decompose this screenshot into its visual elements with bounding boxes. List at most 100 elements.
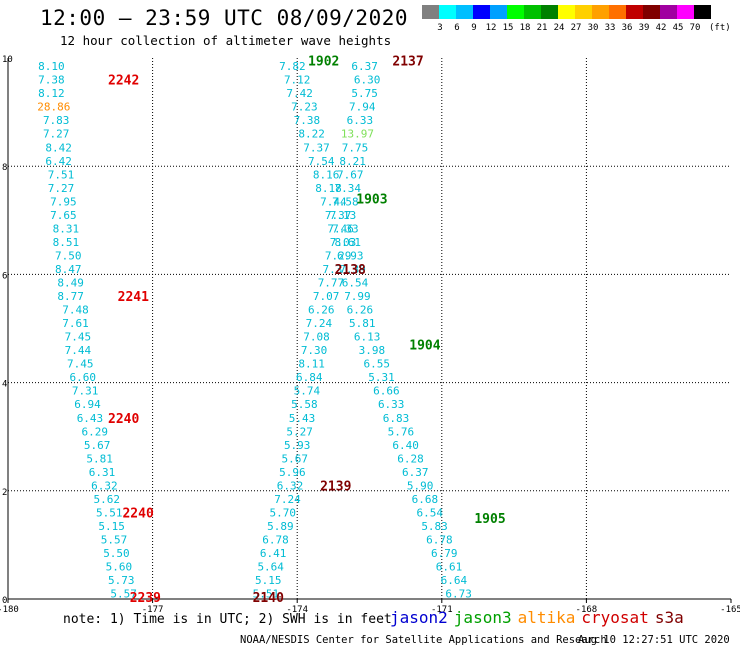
wave-height-value: 7.03 — [330, 236, 357, 249]
x-tick-label: -171 — [431, 605, 453, 615]
y-tick-label: 10 — [2, 55, 13, 65]
wave-height-value: 7.34 — [335, 182, 362, 195]
wave-height-value: 6.60 — [69, 371, 96, 384]
wave-height-value: 6.84 — [296, 371, 323, 384]
axis-ticks: 0 2 4 6 8 10 -180 -177 -174 -171 -168 -165 — [0, 55, 740, 615]
wave-height-value: 7.95 — [50, 195, 77, 208]
colorbar-swatch — [626, 5, 643, 19]
wave-height-value: 7.33 — [332, 222, 359, 235]
y-tick-label: 6 — [2, 271, 7, 281]
colorbar-swatch — [507, 5, 524, 19]
wave-height-value: 7.24 — [274, 493, 301, 506]
wave-height-value: 7.42 — [286, 87, 313, 100]
legend-entry-jason2: jason2 — [390, 608, 448, 627]
wave-height-value: 7.39 — [339, 263, 366, 276]
time-label: 2138 — [335, 263, 366, 278]
wave-height-value: 7.27 — [43, 128, 70, 141]
wave-height-value: 5.96 — [279, 466, 306, 479]
colorbar-label: 15 — [502, 23, 514, 33]
wave-height-value: 7.31 — [72, 385, 99, 398]
colorbar-swatch — [422, 5, 439, 19]
colorbar-swatch — [609, 5, 626, 19]
wave-height-value: 6.37 — [351, 60, 378, 73]
time-label: 1905 — [474, 512, 505, 527]
wave-height-value: 5.51 — [96, 506, 123, 519]
x-tick-label: -180 — [0, 605, 19, 615]
wave-height-value: 6.31 — [89, 466, 116, 479]
wave-height-value: 7.13 — [330, 209, 357, 222]
wave-height-value: 5.64 — [257, 561, 284, 574]
wave-height-value: 5.81 — [349, 317, 376, 330]
wave-height-value: 5.67 — [282, 452, 309, 465]
credit-text: NOAA/NESDIS Center for Satellite Applica… — [240, 634, 607, 646]
time-label: 2239 — [130, 591, 161, 606]
wave-height-value: 7.54 — [308, 155, 335, 168]
wave-height-value: 8.21 — [339, 155, 366, 168]
wave-height-value: 5.31 — [368, 371, 395, 384]
colorbar-label: 45 — [672, 23, 684, 33]
wave-height-value: 5.43 — [289, 412, 316, 425]
wave-height-value: 5.70 — [269, 506, 296, 519]
wave-height-value: 8.49 — [57, 277, 84, 290]
wave-height-value: 7.44 — [320, 195, 347, 208]
wave-height-value: 7.75 — [342, 141, 369, 154]
wave-height-value: 6.26 — [308, 304, 335, 317]
wave-height-value: 7.31 — [323, 263, 350, 276]
wave-height-value: 8.77 — [57, 290, 84, 303]
wave-height-value: 5.73 — [108, 574, 135, 587]
wave-height-value: 6.83 — [383, 412, 410, 425]
colorbar-label: 3 — [437, 23, 443, 33]
wave-height-value: 6.79 — [431, 547, 458, 560]
colorbar-swatch — [524, 5, 541, 19]
colorbar-label: 39 — [638, 23, 650, 33]
x-tick-label: -165 — [720, 605, 740, 615]
grid-lines — [8, 58, 731, 599]
wave-height-value: 8.18 — [315, 182, 342, 195]
wave-height-value: 6.66 — [373, 385, 400, 398]
colorbar-label: 42 — [655, 23, 667, 33]
colorbar-label: 12 — [485, 23, 497, 33]
wave-height-value: 13.97 — [341, 128, 374, 141]
colorbar-unit: (ft) — [709, 23, 731, 33]
colorbar-swatch — [694, 5, 711, 19]
time-label: 1903 — [356, 193, 387, 208]
wave-height-value: 7.77 — [318, 277, 345, 290]
wave-height-value: 5.81 — [86, 452, 113, 465]
wave-height-value: 8.47 — [55, 263, 82, 276]
wave-height-value: 8.12 — [38, 87, 65, 100]
wave-height-value: 5.15 — [255, 574, 282, 587]
colorbar-label: 9 — [471, 23, 477, 33]
wave-height-value: 7.07 — [313, 290, 340, 303]
wave-height-value: 7.08 — [303, 331, 330, 344]
colorbar-label: 27 — [570, 23, 582, 33]
colorbar-label: 6 — [454, 23, 460, 33]
time-label: 2240 — [122, 506, 153, 521]
wave-height-value: 6.61 — [436, 561, 463, 574]
wave-height-value: 5.83 — [421, 520, 448, 533]
legend-entry-cryosat: cryosat — [581, 608, 649, 627]
time-label: 1904 — [409, 339, 440, 354]
wave-height-value: 5.62 — [94, 493, 121, 506]
wave-height-value: 5.93 — [284, 439, 311, 452]
wave-height-value: 28.86 — [37, 101, 70, 114]
wave-height-value: 7.99 — [344, 290, 371, 303]
wave-height-value: 6.37 — [402, 466, 429, 479]
wave-height-value: 7.30 — [301, 344, 328, 357]
wave-height-value: 7.38 — [294, 114, 321, 127]
wave-height-value: 7.45 — [65, 331, 92, 344]
colorbar-label: 30 — [587, 23, 599, 33]
wave-height-value: 7.45 — [67, 358, 94, 371]
wave-height-value: 8.16 — [313, 168, 340, 181]
wave-height-value: 5.50 — [103, 547, 130, 560]
wave-height-value: 5.27 — [286, 425, 313, 438]
colorbar-swatch — [490, 5, 507, 19]
time-label: 2140 — [253, 591, 284, 606]
wave-height-value: 6.13 — [354, 331, 381, 344]
wave-height-value: 6.41 — [260, 547, 287, 560]
legend-entry-s3a: s3a — [654, 608, 684, 627]
wave-height-value: 7.50 — [55, 249, 82, 262]
y-tick-label: 2 — [2, 488, 7, 498]
colorbar-swatch — [541, 5, 558, 19]
wave-height-value: 6.54 — [417, 506, 444, 519]
